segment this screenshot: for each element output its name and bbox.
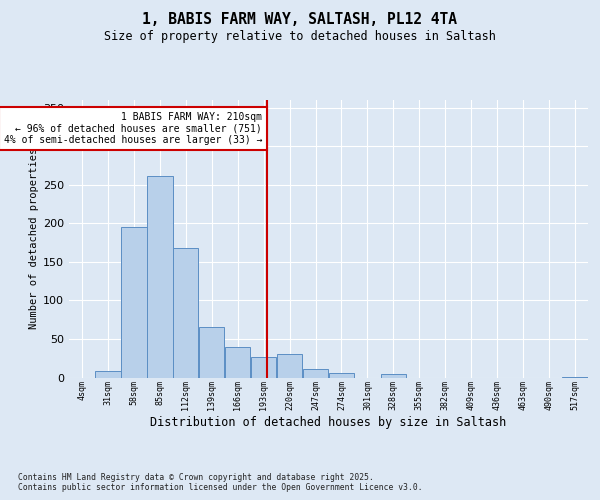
Bar: [225, 346, 250, 378]
Text: Size of property relative to detached houses in Saltash: Size of property relative to detached ho…: [104, 30, 496, 43]
Text: 1, BABIS FARM WAY, SALTASH, PL12 4TA: 1, BABIS FARM WAY, SALTASH, PL12 4TA: [143, 12, 458, 28]
Y-axis label: Number of detached properties: Number of detached properties: [29, 148, 39, 330]
Bar: [329, 373, 354, 378]
Bar: [199, 328, 224, 378]
Bar: [173, 248, 199, 378]
Bar: [303, 369, 328, 378]
Text: 1 BABIS FARM WAY: 210sqm
← 96% of detached houses are smaller (751)
4% of semi-d: 1 BABIS FARM WAY: 210sqm ← 96% of detach…: [4, 112, 262, 145]
Text: Contains HM Land Registry data © Crown copyright and database right 2025.
Contai: Contains HM Land Registry data © Crown c…: [18, 472, 422, 492]
X-axis label: Distribution of detached houses by size in Saltash: Distribution of detached houses by size …: [151, 416, 506, 429]
Bar: [121, 227, 146, 378]
Bar: [251, 356, 277, 378]
Bar: [147, 176, 173, 378]
Bar: [562, 376, 588, 378]
Bar: [95, 370, 121, 378]
Bar: [380, 374, 406, 378]
Bar: [277, 354, 302, 378]
